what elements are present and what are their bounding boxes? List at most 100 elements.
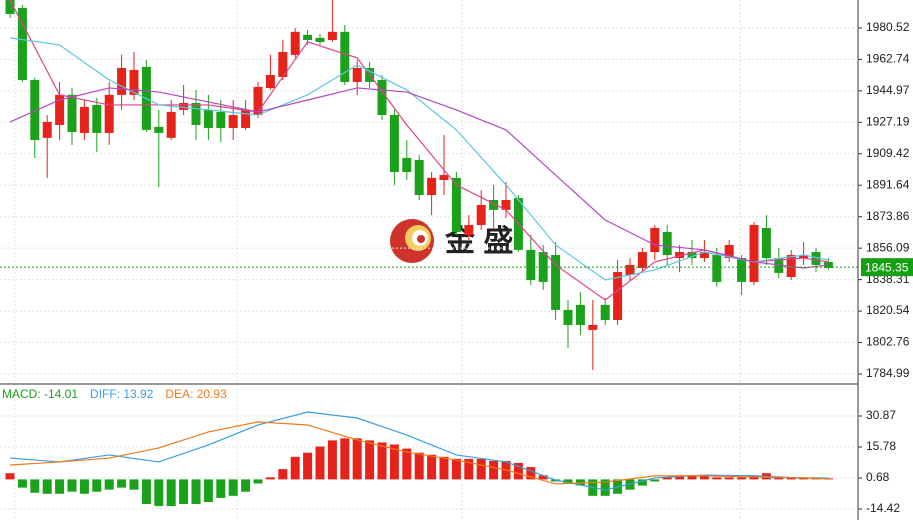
y-tick-label: 1820.54 [866,303,910,317]
candle-body [5,0,15,14]
macd-bar [476,458,486,480]
last-price-box [861,258,913,277]
candle-body [92,104,102,133]
candle-body [216,112,226,128]
macd-bar [377,442,387,480]
candle-body [439,175,449,180]
candle-body [129,69,139,95]
macd-bar [464,458,474,480]
candle-body [402,158,412,173]
y-tick-label: 30.87 [866,408,896,422]
macd-bar [402,448,412,480]
candle-body [228,115,238,128]
candle-body [265,75,275,88]
macd-bar [5,473,15,480]
macd-bar [79,479,89,494]
candle-body [451,177,461,233]
candle-body [154,126,164,133]
macd-bar [699,475,709,480]
macd-bar [42,479,52,494]
y-tick-label: 1980.52 [866,20,910,34]
candle-body [613,272,623,320]
candle-body [17,7,27,80]
macd-bar [92,479,102,492]
macd-bar [327,440,337,480]
candle-body [104,94,114,133]
macd-bar [675,475,685,480]
macd-bar [687,475,697,480]
y-tick-label: 1944.97 [866,83,910,97]
macd-bar [117,479,127,488]
macd-bar [30,479,40,493]
macd-bar [203,479,213,502]
candle-body [687,252,697,259]
macd-bar [650,479,660,482]
candle-body [166,112,176,138]
macd-bar [290,456,300,480]
macd-bar [17,479,27,488]
candle-body [191,103,201,125]
candle-body [662,232,672,256]
macd-bar [55,479,65,494]
macd-bar [340,438,350,480]
candle-body [179,103,189,110]
indicator-line [9,87,829,269]
candle-body [724,244,734,259]
candle-body [464,224,474,236]
macd-bar [241,479,251,492]
macd-bar [526,467,536,480]
macd-bar [427,454,437,480]
indicator-legend: MACD: -14.01 [2,387,78,401]
indicator-line [9,411,829,491]
candle-body [575,304,585,325]
indicator-line [9,421,829,485]
candle-body [389,115,399,173]
candle-body [625,264,635,276]
candle-body [327,31,337,40]
macd-bar [104,479,114,490]
macd-bar [365,440,375,480]
y-tick-label: 0.68 [866,470,890,484]
candle-body [352,67,362,82]
candle-body [117,67,127,95]
indicator-legend: DIFF: 13.92 [90,387,154,401]
candle-body [489,199,499,210]
macd-bar [439,456,449,480]
candle-body [811,252,821,265]
candle-body [278,52,288,77]
candle-body [712,255,722,282]
y-tick-label: 1873.86 [866,209,910,223]
candle-body [67,94,77,133]
macd-bar [278,469,288,480]
candle-body [737,258,747,282]
candle-body [650,227,660,253]
macd-bar [303,452,313,480]
macd-bar [724,477,734,480]
y-tick-label: 1891.64 [866,177,910,191]
indicator-line [9,37,829,281]
macd-bar [216,479,226,498]
candle-body [761,227,771,259]
macd-bar [129,479,139,490]
logo [390,219,434,263]
candle-body [203,109,213,128]
macd-bar [414,452,424,480]
macd-bar [191,479,201,505]
macd-bar [253,479,263,484]
macd-bar [67,479,77,492]
candle-body [538,252,548,282]
candle-body [55,94,65,125]
candle-body [675,252,685,259]
candle-body [315,37,325,42]
macd-bar [315,446,325,480]
y-tick-label: 1856.09 [866,240,910,254]
candle-body [377,79,387,116]
candle-body [427,177,437,196]
candle-body [303,34,313,40]
candle-body [799,255,809,259]
macd-bar [451,458,461,480]
last-price-label: 1845.35 [865,260,909,274]
macd-bar [166,479,176,507]
